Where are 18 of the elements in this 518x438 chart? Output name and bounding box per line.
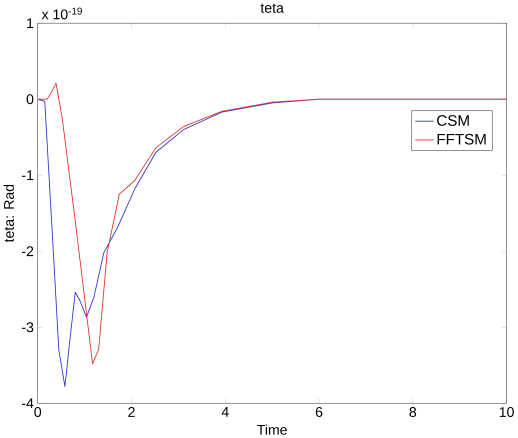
text: x 10$^{-19}$	[42, 7, 82, 20]
chart-title: teta	[260, 3, 284, 13]
x-tick-label: 0	[34, 406, 42, 417]
y-tick-label: -1	[22, 170, 34, 180]
y-tick-label: -3	[22, 322, 34, 332]
x-tick-label: 8	[409, 406, 416, 417]
y-tick-label: 1	[27, 18, 34, 28]
x-tick-label: 10	[500, 406, 514, 417]
y-tick-label: -4	[22, 398, 34, 408]
y-tick-label: -2	[22, 246, 34, 256]
x-tick-label: 6	[316, 406, 322, 417]
y-axis-title: teta: Rad	[4, 184, 14, 242]
legend-label: CSM	[437, 114, 469, 126]
x-tick-label: 4	[222, 406, 229, 417]
y-tick-label: 0	[26, 94, 34, 104]
legend-label: FFTSM	[438, 134, 486, 144]
x-axis-title: Time	[257, 424, 287, 435]
x-tick-label: 2	[128, 406, 135, 417]
